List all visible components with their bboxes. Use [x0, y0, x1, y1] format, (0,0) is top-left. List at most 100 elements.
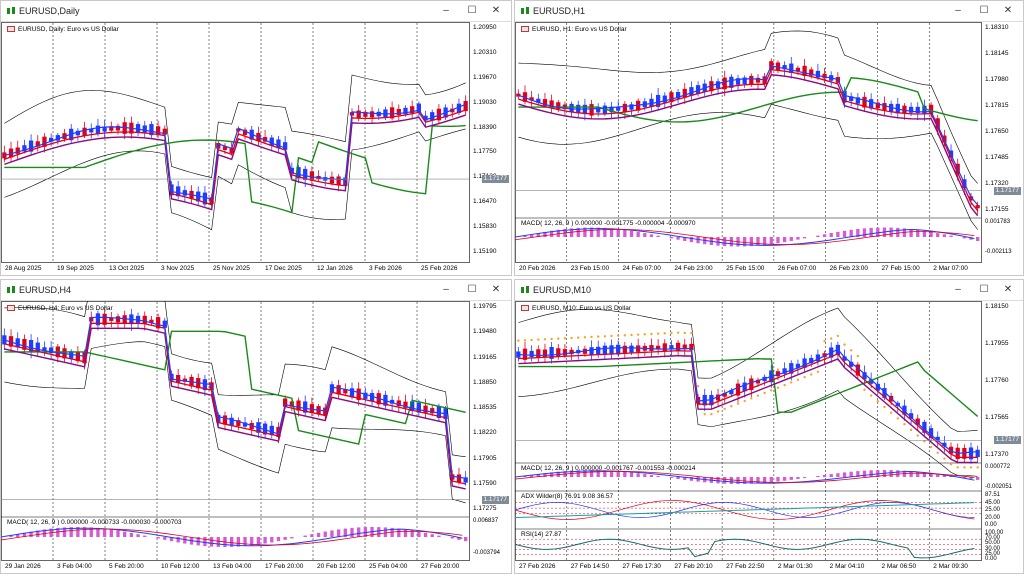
price-chart[interactable]: EURUSD, Daily: Euro vs US Dollar 1.20950 1… [1, 22, 511, 275]
parabolic-sar-dot [656, 332, 660, 335]
parabolic-sar-dot [550, 337, 553, 341]
price-scale-label: 1.17485 [985, 154, 1009, 161]
current-price-tag: 1.17177 [481, 495, 509, 504]
minimize-button[interactable]: – [443, 284, 449, 295]
bollinger-upper [518, 30, 978, 184]
candle-body [562, 349, 568, 356]
window-titlebar[interactable]: EURUSD,H1 – ☐ ✕ [515, 1, 1023, 22]
moving-average-long [4, 330, 466, 445]
adx-plus-di [515, 502, 975, 518]
price-scale-label: 1.17370 [985, 451, 1009, 458]
moving-average-slow [518, 74, 979, 217]
parabolic-sar-dot [736, 402, 740, 405]
candle-body [15, 338, 20, 348]
close-button[interactable]: ✕ [1003, 284, 1013, 295]
chart-canvas[interactable] [515, 301, 1023, 574]
chart-window-h4[interactable]: EURUSD,H4 – ☐ ✕ EURUSD, H4: Euro vs US D… [0, 279, 512, 574]
maximize-button[interactable]: ☐ [467, 5, 477, 16]
indicator-scale-label: 25.00 [985, 550, 1001, 557]
macd-signal-line [1, 528, 463, 546]
symbol-text: EURUSD, M10: Euro vs US Dollar [532, 305, 631, 312]
minimize-button[interactable]: – [955, 5, 961, 16]
candle-body [135, 315, 141, 323]
candle-body [22, 338, 27, 350]
moving-average-mid [518, 350, 978, 459]
price-chart[interactable]: EURUSD, H1: Euro vs US Dollar 1.18310 1.18… [515, 22, 1023, 275]
chart-window-daily[interactable]: EURUSD,Daily – ☐ ✕ EURUSD, Daily: Euro v… [0, 0, 512, 276]
parabolic-sar-dot [743, 399, 746, 403]
price-chart[interactable]: EURUSD, H4: Euro vs US Dollar 1.19795 1.19… [1, 301, 511, 573]
candle-body [303, 168, 308, 181]
parabolic-sar-dot [610, 334, 613, 338]
parabolic-sar-dot [783, 383, 786, 387]
price-scale-label: 1.18145 [985, 50, 1009, 57]
adx-minus-di [515, 500, 975, 520]
indicator-label: RSI(14) 27.87 [521, 531, 562, 538]
minimize-button[interactable]: – [955, 284, 961, 295]
candle-body [336, 385, 341, 395]
price-chart[interactable]: EURUSD, M10: Euro vs US Dollar 1.18150 1.1… [515, 301, 1023, 573]
bollinger-lower [518, 368, 978, 477]
time-scale-label: 2 Mar 07:00 [933, 265, 968, 272]
chart-candles-icon [7, 286, 15, 293]
time-scale-label: 27 Feb 22:50 [726, 563, 765, 570]
price-scale-label: 1.17955 [985, 340, 1009, 347]
candle-body [309, 404, 315, 413]
candle-body [349, 388, 355, 398]
maximize-button[interactable]: ☐ [979, 284, 989, 295]
chart-window-h1[interactable]: EURUSD,H1 – ☐ ✕ EURUSD, H1: Euro vs US D… [514, 0, 1024, 276]
candle-body [155, 126, 161, 135]
chart-window-m10[interactable]: EURUSD,M10 – ☐ ✕ EURUSD, M10: Euro vs US… [514, 279, 1024, 574]
candle-body [749, 75, 754, 85]
candle-body [882, 103, 887, 111]
candle-body [269, 137, 274, 146]
candle-body [855, 97, 860, 104]
chart-canvas[interactable] [515, 22, 1023, 276]
plot-frame [515, 22, 982, 263]
time-scale-label: 3 Nov 2025 [161, 265, 195, 272]
close-button[interactable]: ✕ [1003, 5, 1013, 16]
moving-average-slow [4, 114, 466, 211]
candle-body [556, 102, 561, 109]
parabolic-sar-dot [956, 466, 959, 469]
moving-average-mid [4, 109, 466, 206]
macd-signal-line [515, 471, 975, 483]
time-scale-label: 25 Feb 04:00 [369, 563, 408, 570]
indicator-scale-label: 30.00 [985, 545, 1001, 552]
bollinger-upper [518, 307, 978, 432]
close-button[interactable]: ✕ [491, 5, 501, 16]
minimize-button[interactable]: – [443, 5, 449, 16]
candle-body [416, 402, 421, 413]
window-titlebar[interactable]: EURUSD,M10 – ☐ ✕ [515, 280, 1023, 301]
candle-body [296, 167, 301, 179]
candle-body [675, 91, 681, 99]
parabolic-sar-dot [683, 331, 686, 335]
parabolic-sar-dot [643, 333, 647, 336]
candle-body [596, 107, 601, 113]
window-titlebar[interactable]: EURUSD,H4 – ☐ ✕ [1, 280, 511, 301]
candle-body [849, 96, 854, 101]
candle-body [968, 447, 974, 460]
window-titlebar[interactable]: EURUSD,Daily – ☐ ✕ [1, 1, 511, 22]
close-button[interactable]: ✕ [491, 284, 501, 295]
candle-body [142, 125, 147, 133]
parabolic-sar-dot [816, 370, 820, 374]
candle-body [862, 372, 867, 380]
candle-body [463, 477, 468, 483]
candle-body [629, 345, 634, 353]
maximize-button[interactable]: ☐ [467, 284, 477, 295]
maximize-button[interactable]: ☐ [979, 5, 989, 16]
candle-body [935, 118, 940, 129]
parabolic-sar-dot [696, 385, 700, 388]
candle-body [262, 423, 268, 435]
candle-body [262, 137, 268, 142]
time-scale-label: 29 Jan 2026 [5, 563, 41, 570]
candle-body [202, 379, 208, 391]
time-scale-label: 3 Feb 04:00 [57, 563, 92, 570]
adx-main-line [515, 502, 975, 519]
candle-body [216, 414, 221, 423]
candle-body [242, 129, 248, 135]
chart-canvas[interactable] [1, 22, 511, 276]
chart-canvas[interactable] [1, 301, 511, 574]
candle-body [149, 124, 154, 136]
